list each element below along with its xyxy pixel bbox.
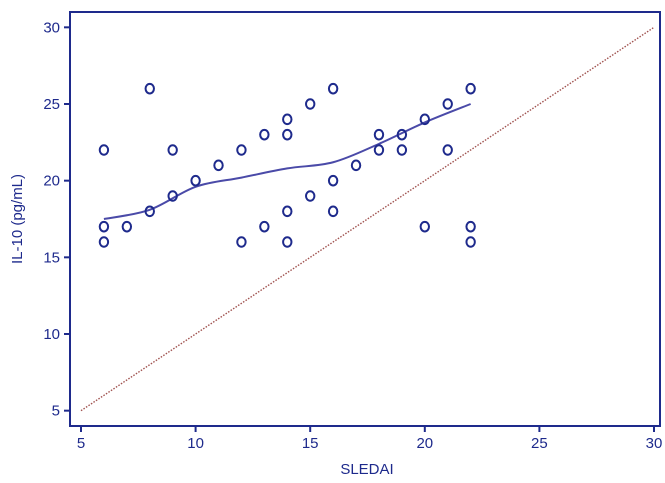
x-axis-title: SLEDAI xyxy=(340,461,393,478)
y-tick-label: 20 xyxy=(43,173,60,190)
data-point xyxy=(282,128,293,141)
y-axis-title: IL-10 (pg/mL) xyxy=(9,174,26,264)
data-point xyxy=(167,144,178,156)
data-point xyxy=(373,128,385,141)
data-point xyxy=(282,236,293,248)
x-tick-label: 20 xyxy=(416,435,433,452)
x-tick-label: 5 xyxy=(77,435,85,452)
x-tick-label: 25 xyxy=(531,435,548,452)
data-point xyxy=(305,190,316,202)
y-tick-label: 15 xyxy=(43,249,60,266)
data-point xyxy=(98,144,110,156)
y-tick-label: 30 xyxy=(43,19,60,36)
y-axis-ticks: 5 10 15 20 25 30 xyxy=(43,19,70,420)
identity-line-layer xyxy=(80,26,655,412)
data-point xyxy=(465,220,476,233)
trend-line xyxy=(103,103,472,220)
data-point xyxy=(442,98,453,110)
data-point xyxy=(465,82,476,95)
x-tick-label: 30 xyxy=(646,435,663,452)
data-point xyxy=(465,236,476,248)
data-point xyxy=(350,159,362,172)
data-point xyxy=(213,159,224,172)
data-point xyxy=(144,82,155,95)
y-tick-label: 5 xyxy=(52,403,60,420)
data-point xyxy=(236,144,247,156)
data-point xyxy=(419,220,430,233)
data-point xyxy=(327,82,339,95)
data-points-layer xyxy=(98,82,476,248)
data-point xyxy=(282,113,293,126)
x-tick-label: 15 xyxy=(302,435,319,452)
identity-line xyxy=(80,26,655,412)
data-point xyxy=(236,236,247,248)
data-point xyxy=(396,144,408,156)
data-point xyxy=(327,205,339,218)
y-tick-label: 10 xyxy=(43,326,60,343)
data-point xyxy=(327,174,339,187)
data-point xyxy=(442,144,453,156)
data-point xyxy=(98,236,110,248)
data-point xyxy=(190,174,201,187)
data-point xyxy=(144,205,155,218)
data-point xyxy=(282,205,293,218)
data-point xyxy=(98,220,110,233)
x-axis-ticks: 5 10 15 20 25 30 xyxy=(77,426,663,452)
y-tick-label: 25 xyxy=(43,96,60,113)
data-point xyxy=(396,128,408,141)
data-point xyxy=(121,220,133,233)
data-point xyxy=(373,144,385,156)
plot-frame xyxy=(69,11,661,427)
data-point xyxy=(259,128,270,141)
data-point xyxy=(305,98,316,110)
x-tick-label: 10 xyxy=(187,435,204,452)
data-point xyxy=(167,190,178,202)
data-point xyxy=(419,113,430,126)
trend-line-layer xyxy=(103,103,472,220)
data-point xyxy=(259,220,270,233)
